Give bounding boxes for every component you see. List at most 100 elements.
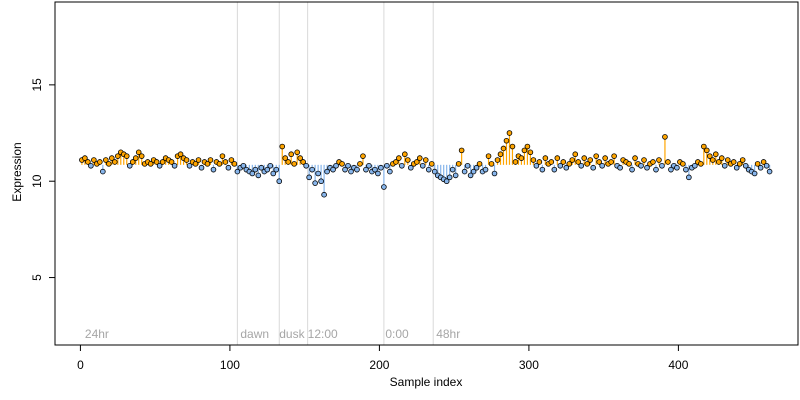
data-point bbox=[467, 172, 474, 179]
data-point bbox=[431, 168, 438, 175]
data-point bbox=[416, 155, 423, 161]
data-point bbox=[446, 174, 453, 181]
data-point bbox=[324, 168, 330, 175]
data-point bbox=[458, 147, 465, 154]
data-point bbox=[754, 161, 761, 167]
data-point bbox=[730, 159, 737, 165]
y-axis-label: Expression bbox=[10, 142, 24, 201]
data-point bbox=[330, 166, 336, 173]
data-point bbox=[721, 162, 728, 169]
data-point bbox=[183, 157, 190, 163]
data-point bbox=[240, 162, 247, 169]
data-point bbox=[303, 162, 309, 169]
data-point bbox=[103, 157, 109, 163]
data-point bbox=[706, 153, 713, 159]
data-point bbox=[372, 166, 378, 173]
data-point bbox=[270, 170, 277, 177]
data-point bbox=[207, 157, 214, 163]
data-point bbox=[114, 153, 121, 159]
data-point bbox=[569, 157, 576, 163]
data-point bbox=[590, 164, 596, 171]
data-point bbox=[632, 155, 638, 161]
data-point bbox=[111, 159, 118, 165]
data-point bbox=[106, 161, 112, 167]
data-point bbox=[153, 159, 160, 165]
period-labels: 24hr dawn dusk 12:00 0:00 48hr bbox=[85, 327, 460, 341]
data-point bbox=[276, 178, 283, 185]
data-point bbox=[138, 153, 145, 159]
data-point bbox=[425, 166, 432, 173]
data-point bbox=[282, 155, 289, 161]
y-tick-label: 15 bbox=[30, 78, 44, 92]
data-point bbox=[500, 145, 507, 152]
data-point bbox=[222, 159, 229, 165]
data-point bbox=[763, 162, 770, 169]
data-point bbox=[650, 159, 656, 165]
x-tick-label: 100 bbox=[220, 358, 240, 372]
data-point bbox=[449, 166, 456, 173]
data-point bbox=[551, 166, 558, 173]
data-point bbox=[452, 172, 459, 179]
data-point bbox=[476, 161, 483, 167]
data-point bbox=[85, 159, 91, 165]
x-tick-label: 0 bbox=[77, 358, 84, 372]
data-point bbox=[470, 168, 477, 175]
data-point bbox=[348, 168, 354, 175]
data-point bbox=[419, 162, 426, 169]
data-point bbox=[357, 161, 363, 167]
data-point bbox=[413, 159, 420, 165]
data-point bbox=[742, 162, 749, 169]
y-tick-label: 5 bbox=[30, 274, 44, 281]
data-point bbox=[300, 159, 306, 165]
data-point bbox=[587, 157, 593, 163]
data-point bbox=[464, 162, 471, 169]
data-point bbox=[503, 137, 510, 144]
data-point bbox=[186, 162, 193, 169]
data-point bbox=[674, 164, 680, 171]
data-point bbox=[455, 161, 462, 167]
data-point bbox=[530, 157, 537, 163]
data-point bbox=[680, 161, 686, 167]
period-divider-lines bbox=[236, 2, 434, 345]
data-point bbox=[521, 147, 528, 154]
data-point bbox=[554, 155, 561, 161]
data-point bbox=[443, 178, 450, 185]
data-point bbox=[294, 149, 300, 156]
data-point bbox=[683, 166, 689, 173]
data-point bbox=[593, 153, 599, 159]
data-point bbox=[641, 157, 647, 163]
data-point bbox=[97, 159, 103, 165]
data-point bbox=[736, 161, 743, 167]
data-point bbox=[156, 162, 163, 169]
data-point bbox=[225, 164, 232, 171]
data-point bbox=[578, 162, 585, 169]
data-point bbox=[123, 153, 130, 159]
data-point bbox=[198, 164, 205, 171]
period-label: 48hr bbox=[436, 327, 460, 341]
data-point bbox=[557, 162, 564, 169]
data-point bbox=[258, 164, 265, 171]
data-point bbox=[575, 159, 582, 165]
data-point bbox=[279, 143, 286, 150]
x-tick-label: 200 bbox=[369, 358, 389, 372]
data-point bbox=[159, 159, 166, 165]
data-point bbox=[422, 157, 429, 163]
data-point bbox=[656, 157, 662, 163]
data-point bbox=[757, 164, 764, 171]
data-point bbox=[360, 153, 366, 159]
data-point bbox=[288, 151, 295, 158]
data-point bbox=[629, 166, 635, 173]
data-point bbox=[216, 161, 223, 167]
data-point bbox=[339, 161, 345, 167]
data-point bbox=[718, 155, 725, 161]
data-point bbox=[129, 159, 136, 165]
data-point bbox=[644, 164, 650, 171]
y-tick-label: 10 bbox=[30, 174, 44, 188]
data-point bbox=[611, 153, 617, 159]
data-point bbox=[548, 159, 555, 165]
data-point bbox=[126, 162, 133, 169]
x-tick-label: 400 bbox=[668, 358, 688, 372]
data-point bbox=[345, 162, 351, 169]
period-label: 24hr bbox=[85, 327, 109, 341]
